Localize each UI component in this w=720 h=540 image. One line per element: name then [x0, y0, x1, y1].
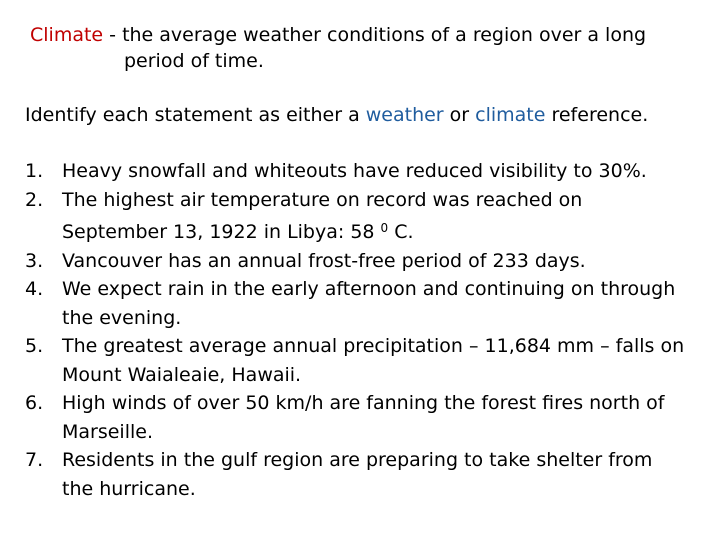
statement-text: We expect rain in the early afternoon an…	[62, 278, 676, 300]
statement-item: 1. Heavy snowfall and whiteouts have red…	[25, 157, 705, 186]
degree-superscript: 0	[380, 221, 389, 235]
statement-text-part: September 13, 1922 in Libya: 58	[62, 221, 381, 243]
statement-text-continued: September 13, 1922 in Libya: 58 0 C.	[62, 214, 705, 247]
statement-item: 3. Vancouver has an annual frost-free pe…	[25, 247, 705, 276]
statement-item: 6. High winds of over 50 km/h are fannin…	[25, 389, 705, 446]
statement-text-continued: the hurricane.	[62, 477, 196, 500]
statement-text-tail: C.	[388, 221, 414, 243]
statement-item: 7. Residents in the gulf region are prep…	[25, 446, 705, 503]
statement-number: 1.	[25, 160, 44, 182]
statement-text: Heavy snowfall and whiteouts have reduce…	[62, 160, 647, 182]
instruction-suffix: reference.	[545, 104, 649, 126]
statement-item: 2. The highest air temperature on record…	[25, 186, 705, 247]
definition-text: the average weather conditions of a regi…	[122, 24, 647, 46]
statement-item: 4. We expect rain in the early afternoon…	[25, 275, 705, 332]
instruction-weather-word: weather	[365, 104, 444, 126]
statement-text: High winds of over 50 km/h are fanning t…	[62, 392, 665, 414]
definition-term: Climate	[30, 24, 104, 46]
statement-text: Residents in the gulf region are prepari…	[62, 449, 653, 471]
definition-separator: -	[103, 24, 123, 46]
definition-line-2: period of time.	[124, 50, 264, 72]
statement-item: 5. The greatest average annual precipita…	[25, 332, 705, 389]
statement-number: 2.	[25, 188, 44, 211]
statement-number: 4.	[25, 278, 44, 300]
definition-line-1: Climate - the average weather conditions…	[30, 22, 690, 48]
statement-number: 3.	[25, 249, 44, 272]
statement-text: The greatest average annual precipitatio…	[62, 335, 685, 357]
instruction-middle: or	[443, 104, 476, 126]
definition: Climate - the average weather conditions…	[30, 22, 690, 74]
instruction-prefix: Identify each statement as either a	[25, 104, 366, 126]
statement-list: 1. Heavy snowfall and whiteouts have red…	[25, 157, 705, 503]
statement-text-continued: Marseille.	[62, 420, 154, 443]
statement-text-continued: the evening.	[62, 306, 182, 329]
statement-text: The highest air temperature on record wa…	[62, 188, 583, 211]
instruction-climate-word: climate	[475, 104, 546, 126]
statement-number: 6.	[25, 392, 44, 414]
statement-number: 7.	[25, 449, 44, 471]
statement-number: 5.	[25, 335, 44, 357]
statement-text: Vancouver has an annual frost-free perio…	[62, 249, 586, 272]
statement-text-continued: Mount Waialeaie, Hawaii.	[62, 363, 302, 386]
instruction: Identify each statement as either a weat…	[25, 102, 705, 128]
